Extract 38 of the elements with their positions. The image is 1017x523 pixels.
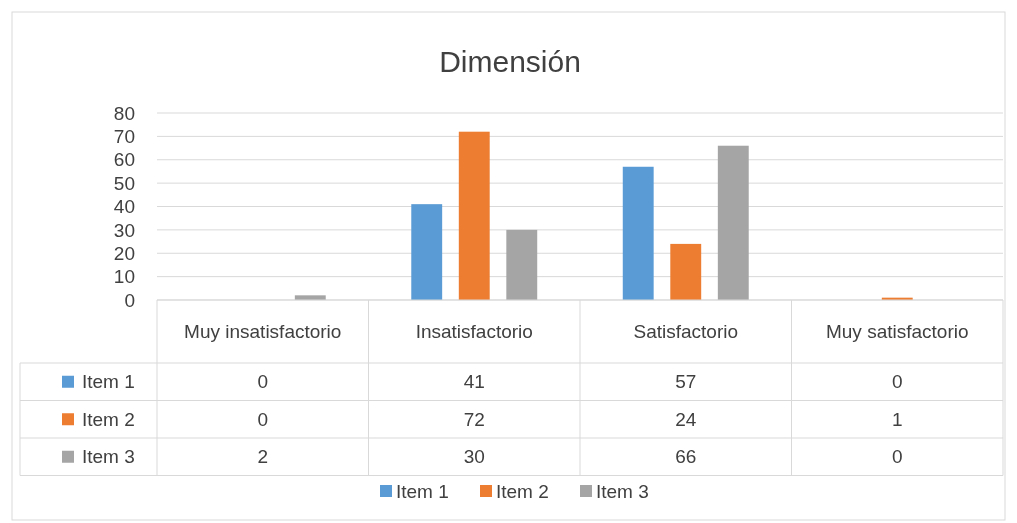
bar	[506, 229, 538, 300]
x-tick-label: Insatisfactorio	[415, 321, 533, 343]
data-label: 30	[463, 446, 485, 468]
bar	[622, 166, 654, 300]
x-tick-label: Muy insatisfactorio	[184, 321, 342, 343]
y-tick-label: 30	[113, 219, 135, 241]
data-label: 0	[891, 446, 903, 468]
bar	[670, 243, 702, 300]
text: Item 1	[82, 371, 135, 393]
legend-label: Item 2	[496, 480, 549, 502]
data-label: 2	[257, 446, 269, 468]
data-label: 72	[463, 408, 485, 430]
text: Item 3	[82, 446, 135, 468]
bar	[717, 145, 749, 300]
data-label: 0	[257, 371, 269, 393]
y-tick-label: 70	[113, 126, 135, 148]
text: Item 2	[82, 408, 135, 430]
bar	[411, 204, 443, 300]
legend-label: Item 1	[396, 480, 449, 502]
data-label: 41	[463, 371, 485, 393]
y-tick-label: 80	[113, 102, 135, 124]
bar	[458, 131, 490, 300]
data-label: 57	[675, 371, 697, 393]
legend-label: Item 3	[596, 480, 649, 502]
chart-title: Dimensión	[439, 45, 581, 78]
y-tick-label: 20	[113, 242, 135, 264]
y-tick-label: 50	[113, 172, 135, 194]
y-tick-label: 0	[124, 289, 135, 311]
y-tick-label: 60	[113, 149, 135, 171]
data-label: 0	[257, 408, 269, 430]
x-tick-label: Muy satisfactorio	[825, 321, 969, 343]
data-label: 1	[891, 408, 903, 430]
data-label: 0	[891, 371, 903, 393]
data-label: 24	[675, 408, 697, 430]
data-label: 66	[675, 446, 697, 468]
y-tick-label: 40	[113, 196, 135, 218]
y-tick-label: 10	[113, 266, 135, 288]
x-tick-label: Satisfactorio	[633, 321, 739, 343]
